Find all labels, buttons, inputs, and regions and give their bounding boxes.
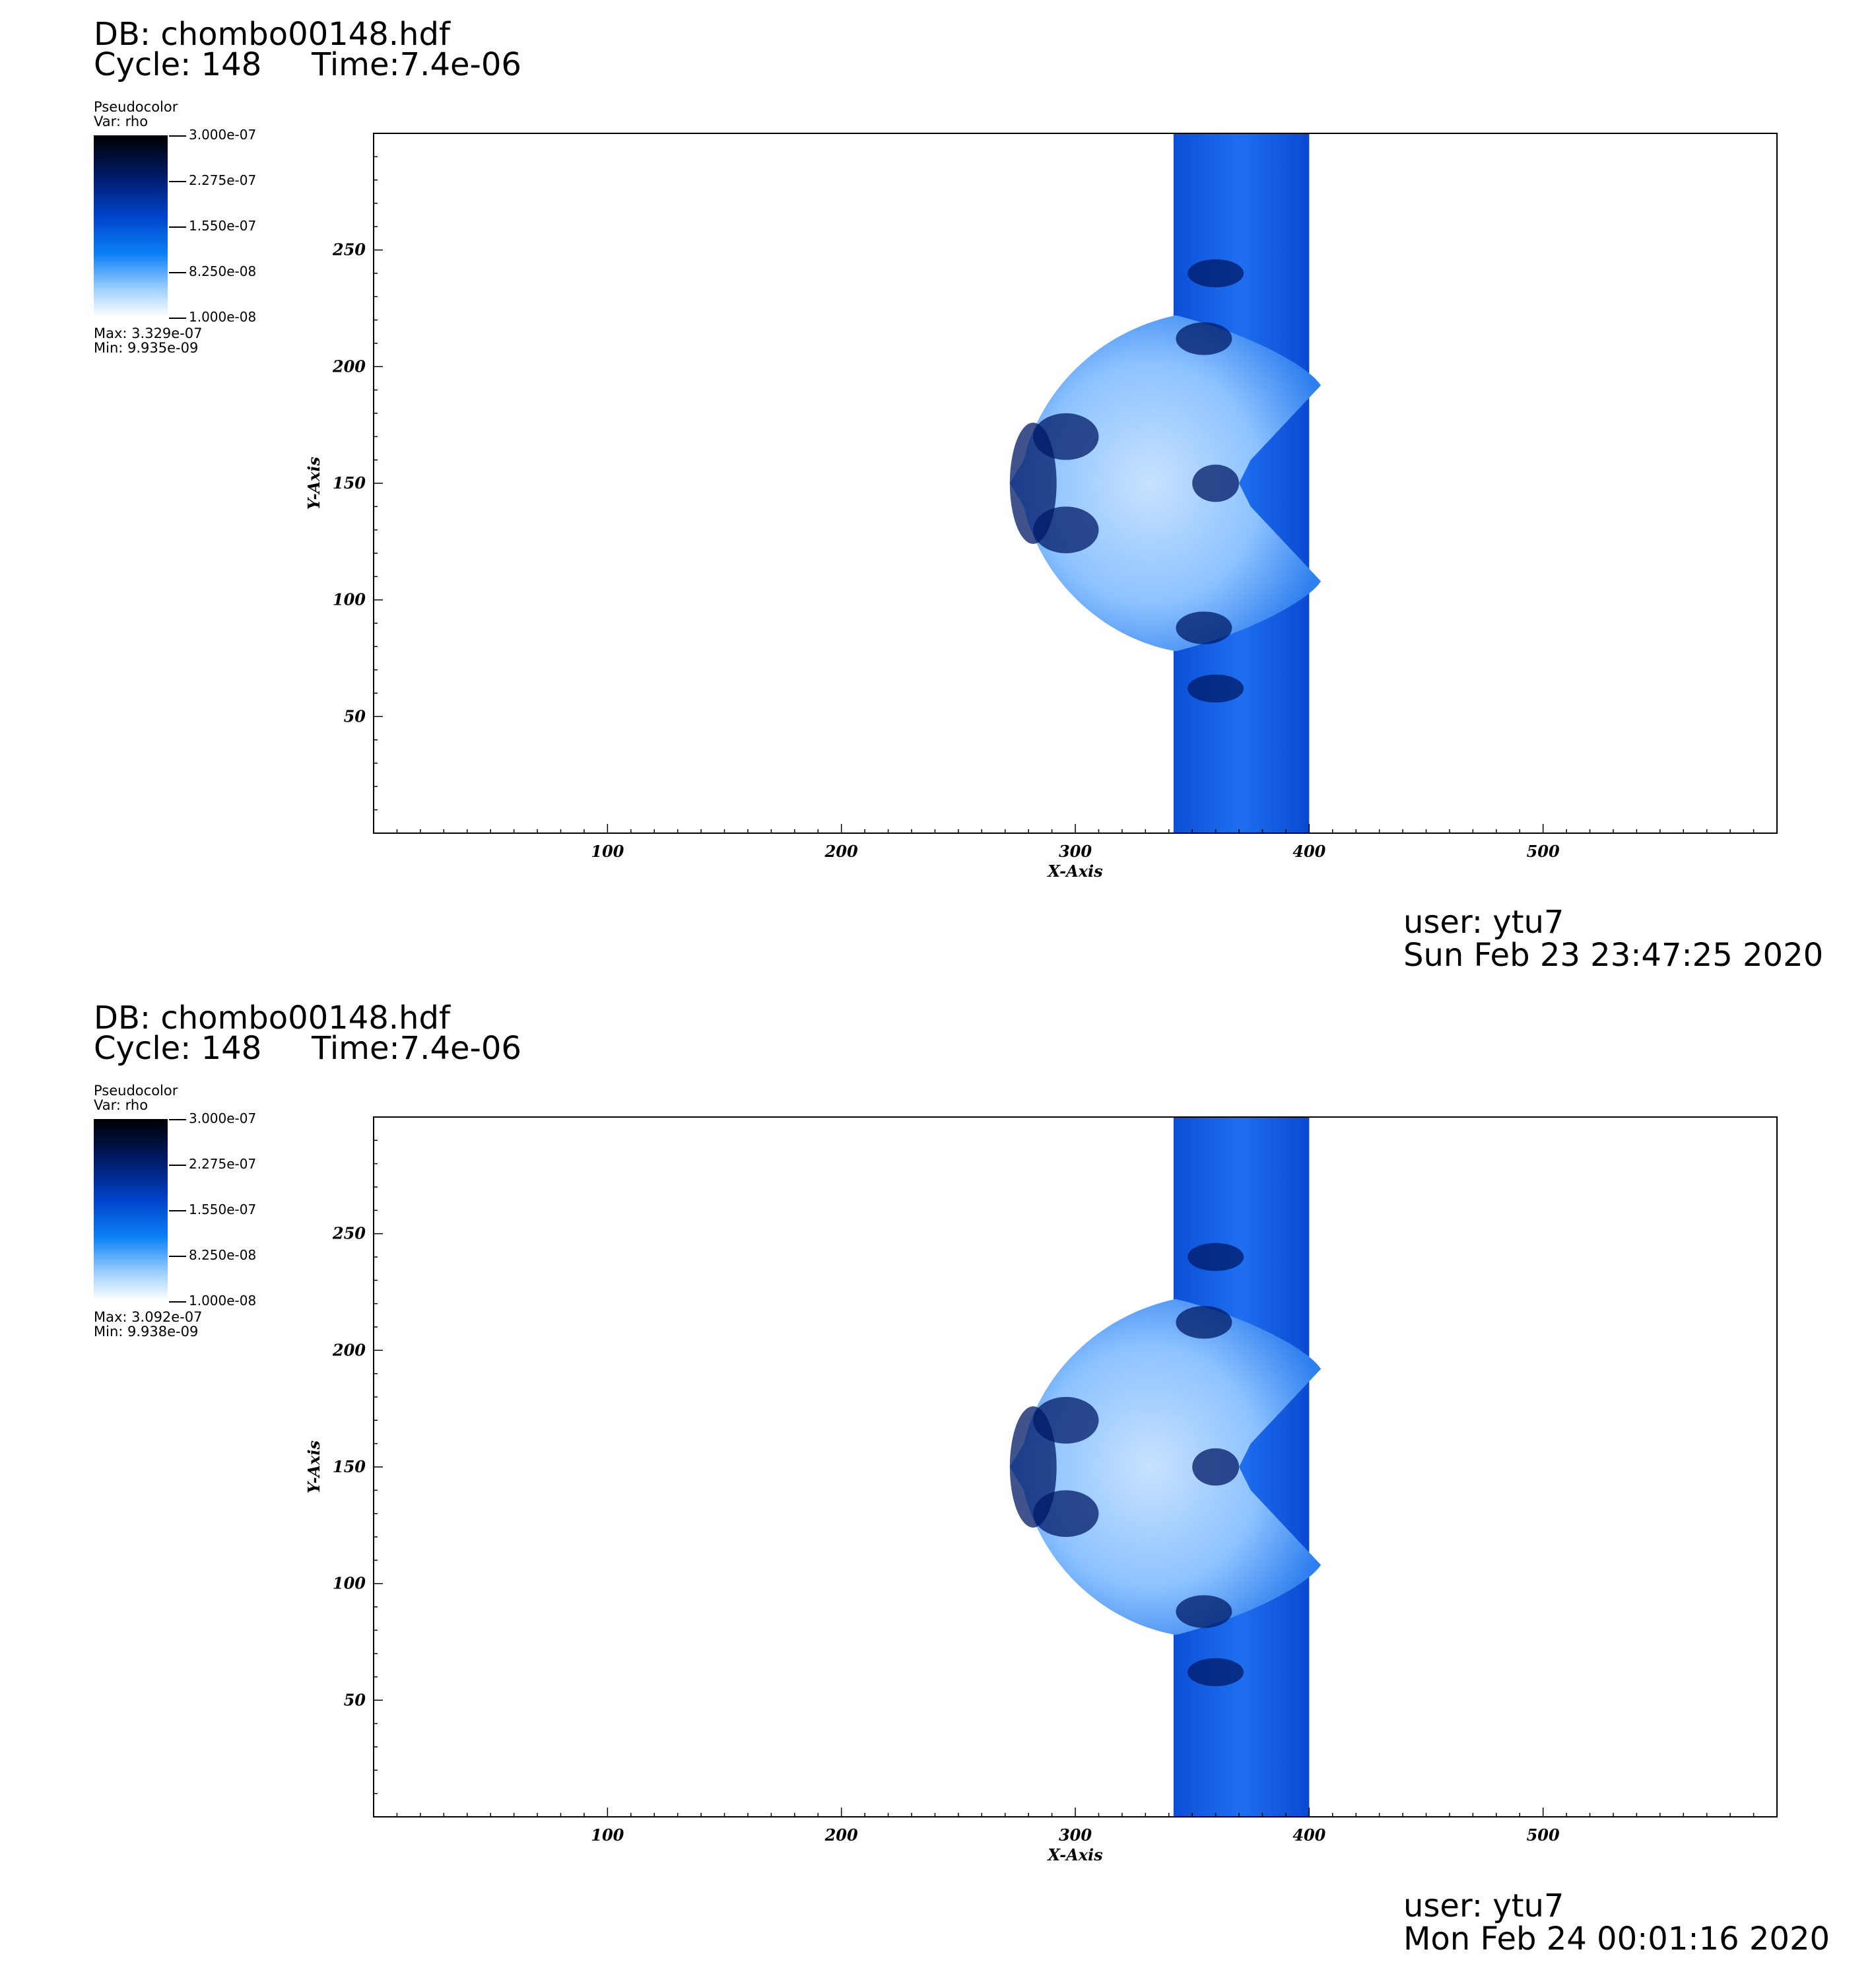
colorbar [94,135,168,317]
user-label: user: ytu7 [1403,1887,1564,1924]
colorbar-tick: 3.000e-07 [169,1112,256,1125]
colorbar-tick: 2.275e-07 [169,174,256,187]
timestamp-label: Mon Feb 24 00:01:16 2020 [1403,1920,1830,1957]
bow-shock-region [1009,315,1322,652]
y-tick-label: 50 [344,706,366,726]
x-tick-label: 100 [591,1825,624,1845]
legend-plot-type: Pseudocolor [94,99,178,115]
y-tick-label: 150 [333,473,366,493]
y-tick-label: 250 [332,240,366,259]
x-tick-label: 500 [1527,842,1560,861]
cycle-label: Cycle: 148 [94,46,262,83]
legend-variable: Var: rho [94,1097,149,1113]
vortex-core [1033,506,1099,554]
x-tick-label: 100 [591,842,624,861]
x-axis-label: X-Axis [1046,1845,1103,1864]
y-tick-label: 200 [332,357,366,376]
y-axis-label: Y-Axis [304,1440,323,1493]
colorbar-tick: 1.550e-07 [169,219,256,232]
x-tick-label: 300 [1059,1825,1092,1845]
x-tick-label: 300 [1059,842,1092,861]
y-tick-label: 50 [344,1690,366,1709]
colorbar-tick: 8.250e-08 [169,1248,256,1262]
vortex-core [1188,1658,1244,1687]
time-label: Time:7.4e-06 [312,46,521,83]
colorbar-tick: 8.250e-08 [169,265,256,278]
database-label: DB: chombo00148.hdf [94,1000,450,1036]
density-plot: 100 200 300 400 500 50 100 150 200 250 X-Axis Y-Axi… [304,133,1778,881]
y-axis-label: Y-Axis [304,456,323,510]
x-tick-label: 400 [1292,842,1325,861]
y-tick-label: 150 [333,1457,366,1476]
vortex-core [1176,611,1232,644]
vortex-core [1033,1397,1099,1444]
colorbar-tick: 1.000e-08 [169,1294,256,1307]
density-field [1009,1117,1322,1817]
timestamp-label: Sun Feb 23 23:47:25 2020 [1403,937,1824,974]
legend-variable: Var: rho [94,114,149,129]
y-tick-label: 100 [333,590,366,609]
dense-band [1173,133,1310,833]
legend-min: Min: 9.935e-09 [94,340,199,356]
vortex-core [1176,1595,1232,1628]
vortex-core [1033,1490,1099,1537]
x-tick-label: 200 [824,1825,858,1845]
database-label: DB: chombo00148.hdf [94,16,450,53]
vortex-core [1192,1448,1240,1486]
colorbar [94,1119,168,1301]
vortex-core [1176,1306,1232,1339]
vortex-core [1188,674,1244,703]
x-tick-label: 500 [1527,1825,1560,1845]
legend-max: Max: 3.329e-07 [94,325,203,341]
x-tick-label: 400 [1292,1825,1325,1845]
dense-band [1173,1117,1310,1817]
vortex-core [1188,1242,1244,1272]
colorbar-tick: 2.275e-07 [169,1157,256,1171]
cycle-label: Cycle: 148 [94,1030,262,1067]
y-tick-label: 250 [332,1224,366,1243]
legend-min: Min: 9.938e-09 [94,1324,199,1340]
vortex-core [1192,464,1240,502]
colorbar-tick: 3.000e-07 [169,128,256,141]
density-field [1009,133,1322,833]
vortex-core [1033,413,1099,460]
legend-plot-type: Pseudocolor [94,1083,178,1099]
time-label: Time:7.4e-06 [312,1030,521,1067]
user-label: user: ytu7 [1403,904,1564,941]
vortex-core [1176,322,1232,355]
legend-max: Max: 3.092e-07 [94,1309,203,1325]
x-tick-label: 200 [824,842,858,861]
x-axis-label: X-Axis [1046,862,1103,881]
density-plot: 100 200 300 400 500 50 100 150 200 250 X-Axis Y-Axi… [304,1116,1778,1864]
bow-shock-region [1009,1299,1322,1635]
colorbar-tick: 1.550e-07 [169,1203,256,1216]
plot-panel-1: DB: chombo00148.hdf Cycle: 148 Time:7.4e… [0,0,1876,985]
colorbar-tick: 1.000e-08 [169,310,256,323]
y-tick-label: 200 [332,1340,366,1359]
y-tick-label: 100 [333,1574,366,1593]
plot-panel-2: DB: chombo00148.hdf Cycle: 148 Time:7.4e… [0,984,1876,1969]
vortex-core [1188,259,1244,288]
